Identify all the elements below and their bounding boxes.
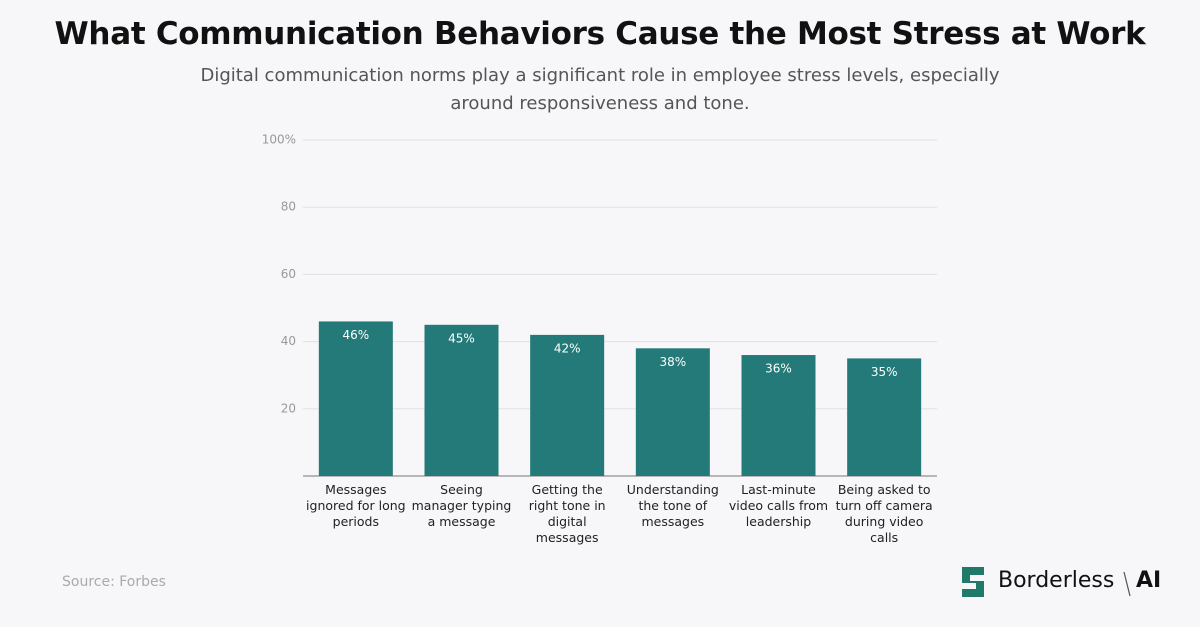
value-label: 38% (659, 355, 686, 369)
value-label: 45% (448, 331, 475, 345)
y-tick-label: 40 (281, 334, 296, 348)
bar (741, 355, 816, 476)
chart-subtitle: Digital communication norms play a signi… (200, 65, 1000, 114)
y-tick-label: 100% (262, 133, 296, 147)
y-tick-label: 60 (281, 267, 296, 281)
value-label: 35% (871, 365, 898, 379)
y-tick-label: 80 (281, 200, 296, 214)
x-tick-label: Getting the right tone in digital messag… (528, 482, 606, 545)
brand-suffix: AI (1136, 568, 1162, 593)
x-tick-label: Messages ignored for long periods (306, 482, 406, 529)
value-label: 42% (554, 341, 581, 355)
logo-icon (962, 567, 984, 597)
x-tick-label: Seeing manager typing a message (411, 482, 512, 529)
bar (318, 321, 393, 476)
source: Source: Forbes (62, 574, 166, 590)
x-tick-label: Being asked to turn off camera during vi… (835, 482, 933, 545)
bar (847, 358, 922, 476)
chart-title: What Communication Behaviors Cause the M… (54, 16, 1146, 52)
value-label: 46% (342, 328, 369, 342)
bar (424, 324, 499, 476)
y-tick-label: 20 (281, 401, 296, 415)
logo-slash (1123, 571, 1131, 597)
value-label: 36% (765, 362, 792, 376)
bar (530, 334, 605, 476)
x-tick-label: Understanding the tone of messages (626, 482, 719, 529)
x-tick-label: Last-minute video calls from leadership (728, 482, 829, 529)
bar (635, 348, 710, 476)
brand-name: Borderless (998, 568, 1115, 593)
